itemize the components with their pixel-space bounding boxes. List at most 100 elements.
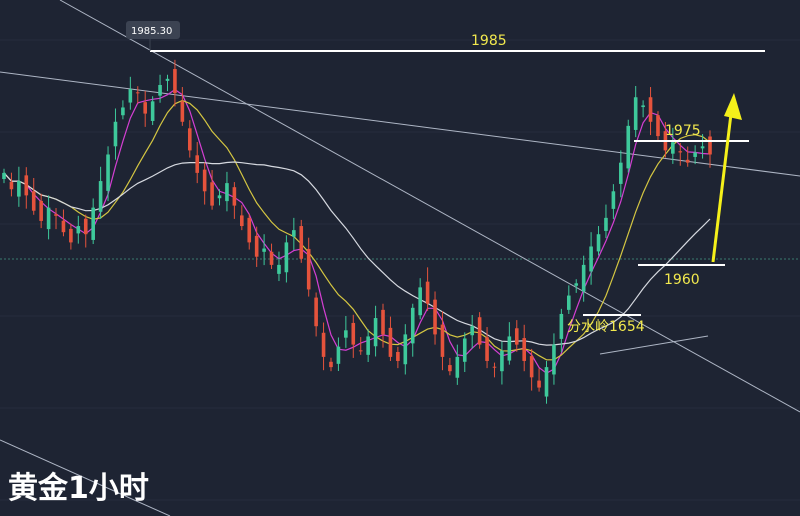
candle-body <box>121 107 125 116</box>
candle-body <box>373 318 378 347</box>
candle-body <box>678 151 683 153</box>
candle-body <box>641 105 645 108</box>
candle-body <box>54 214 58 216</box>
candle-body <box>31 191 36 211</box>
candle <box>292 217 296 250</box>
candle <box>433 291 437 345</box>
candle-body <box>292 230 296 237</box>
level-1975-label: 1975 <box>665 123 701 139</box>
candle <box>314 292 318 337</box>
candle-body <box>492 366 497 368</box>
candle-body <box>596 234 601 252</box>
candle-body <box>366 336 370 355</box>
candle <box>284 235 289 283</box>
candle-body <box>455 356 460 378</box>
trendline <box>59 0 800 413</box>
candle-body <box>202 169 207 192</box>
candle-body <box>128 89 133 103</box>
candle <box>507 322 512 365</box>
candle-body <box>135 92 140 94</box>
candle-body <box>83 218 88 235</box>
candle <box>128 76 133 110</box>
candle-body <box>522 338 527 361</box>
candle <box>656 111 660 141</box>
candle <box>574 279 579 293</box>
candle-body <box>173 69 177 94</box>
candle-body <box>685 159 690 163</box>
candle <box>306 237 311 297</box>
candle <box>581 255 586 302</box>
candle-body <box>633 97 638 130</box>
candle <box>54 208 58 230</box>
candle-body <box>150 101 155 121</box>
candle <box>254 226 259 267</box>
candle <box>544 360 549 404</box>
candle-body <box>358 350 363 352</box>
candle <box>113 108 118 160</box>
high-price-callout-text: 1985.30 <box>131 26 172 37</box>
candle-body <box>589 246 593 272</box>
candle-body <box>418 287 422 316</box>
candle-body <box>321 332 326 357</box>
candle-body <box>39 200 43 221</box>
candle <box>46 195 51 240</box>
candle <box>24 167 29 209</box>
candle <box>165 74 170 92</box>
candle-body <box>306 248 311 290</box>
candle-body <box>106 154 110 191</box>
candle <box>106 146 110 202</box>
candle <box>633 86 638 138</box>
candle <box>448 357 452 376</box>
candle <box>596 226 601 256</box>
candle <box>514 320 519 352</box>
candle <box>344 316 348 348</box>
level-1654-watershed-label: 分水岭1654 <box>567 319 645 335</box>
chart-title: 黄金1小时 <box>8 471 149 506</box>
candle-body <box>76 226 81 234</box>
candle-body <box>165 78 170 81</box>
candle-body <box>708 136 712 155</box>
candle <box>619 150 623 198</box>
candle-body <box>269 251 274 265</box>
candle <box>626 119 631 173</box>
candle <box>210 170 214 210</box>
candle <box>529 348 534 391</box>
candle-body <box>351 322 356 345</box>
candle-body <box>240 215 244 227</box>
candle <box>410 303 415 357</box>
candle <box>708 130 712 168</box>
ma-long-line <box>3 161 711 346</box>
breakout-arrow-head <box>724 93 742 120</box>
candle <box>522 324 527 372</box>
candle-body <box>470 326 474 336</box>
candle-body <box>581 264 586 292</box>
candle <box>98 166 103 219</box>
candle <box>700 134 705 159</box>
candle <box>693 145 697 165</box>
candle <box>225 171 229 212</box>
candle <box>567 285 571 314</box>
candle-body <box>396 351 400 361</box>
candle <box>232 182 237 219</box>
candle <box>641 100 645 118</box>
candle-body <box>388 327 393 357</box>
candle <box>373 305 378 357</box>
level-1985-label: 1985 <box>471 33 507 49</box>
candle-body <box>217 195 222 199</box>
candle-body <box>69 228 73 243</box>
candle <box>462 332 467 373</box>
candle <box>247 213 252 250</box>
candle-body <box>507 336 512 361</box>
trendline <box>599 335 709 355</box>
price-grid <box>0 39 800 501</box>
candle <box>381 303 385 348</box>
candle-body <box>410 307 415 344</box>
candle <box>69 223 73 250</box>
candle <box>358 337 363 355</box>
candle-body <box>61 220 66 233</box>
level-1960-label: 1960 <box>664 272 700 288</box>
candle-body <box>500 350 504 372</box>
ma-mid-line <box>3 99 711 361</box>
candle-body <box>611 191 616 209</box>
candle <box>240 205 244 231</box>
